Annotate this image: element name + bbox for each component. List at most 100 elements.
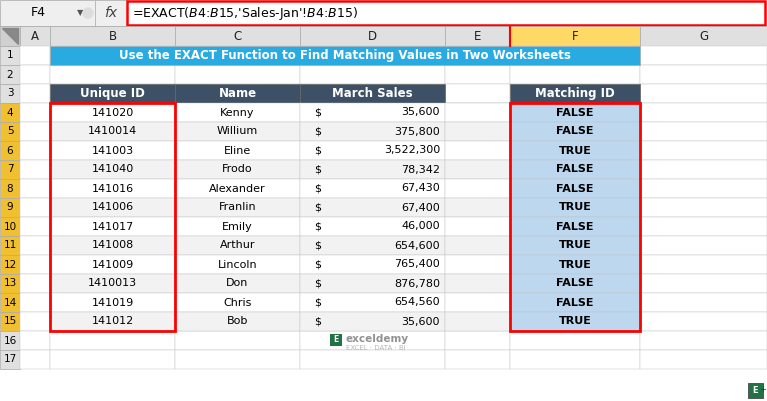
- Bar: [510, 141, 640, 160]
- Bar: [175, 236, 300, 255]
- Bar: [50, 350, 175, 369]
- Bar: [175, 46, 300, 65]
- Text: 35,600: 35,600: [401, 107, 440, 117]
- Text: 35,600: 35,600: [401, 316, 440, 326]
- Text: ▼: ▼: [77, 8, 84, 18]
- Bar: [640, 198, 767, 217]
- Text: FALSE: FALSE: [556, 184, 594, 194]
- Bar: [640, 103, 767, 122]
- Bar: [300, 122, 445, 141]
- Bar: [445, 65, 510, 84]
- Bar: [445, 198, 510, 217]
- Text: TRUE: TRUE: [558, 241, 591, 251]
- Bar: [0, 84, 20, 103]
- Bar: [510, 46, 640, 65]
- Bar: [300, 141, 445, 160]
- Bar: [445, 312, 510, 331]
- Bar: [640, 65, 767, 84]
- Text: $: $: [314, 316, 321, 326]
- Bar: [300, 236, 445, 255]
- Bar: [50, 84, 175, 103]
- Bar: [445, 160, 510, 179]
- Bar: [175, 160, 300, 179]
- Text: $: $: [314, 146, 321, 156]
- Bar: [0, 217, 20, 236]
- Text: exceldemy: exceldemy: [346, 334, 409, 344]
- Bar: [0, 293, 20, 312]
- Bar: [510, 141, 640, 160]
- Bar: [175, 255, 300, 274]
- Bar: [50, 84, 175, 103]
- Bar: [300, 103, 445, 122]
- Text: FALSE: FALSE: [556, 164, 594, 174]
- Text: +: +: [759, 385, 766, 395]
- Text: 141012: 141012: [91, 316, 133, 326]
- Bar: [50, 274, 175, 293]
- Text: 141003: 141003: [91, 146, 133, 156]
- Bar: [445, 141, 510, 160]
- Bar: [50, 46, 175, 65]
- Bar: [445, 255, 510, 274]
- Bar: [445, 160, 510, 179]
- Text: $: $: [314, 259, 321, 269]
- Bar: [300, 198, 445, 217]
- Bar: [445, 179, 510, 198]
- Bar: [0, 160, 20, 179]
- Bar: [300, 160, 445, 179]
- Bar: [445, 236, 510, 255]
- Bar: [50, 331, 175, 350]
- Text: 67,400: 67,400: [401, 203, 440, 213]
- Text: Emily: Emily: [222, 221, 253, 231]
- Text: 5: 5: [7, 126, 13, 136]
- Bar: [510, 293, 640, 312]
- Bar: [20, 198, 50, 217]
- Text: 141020: 141020: [91, 107, 133, 117]
- Bar: [300, 331, 445, 350]
- Bar: [445, 103, 510, 122]
- Text: 14: 14: [3, 298, 17, 308]
- Bar: [510, 103, 640, 331]
- Bar: [640, 350, 767, 369]
- Text: Don: Don: [226, 279, 249, 288]
- Bar: [510, 236, 640, 255]
- Text: Kenny: Kenny: [220, 107, 255, 117]
- Bar: [50, 103, 175, 122]
- Text: 375,800: 375,800: [394, 126, 440, 136]
- Text: 654,560: 654,560: [394, 298, 440, 308]
- Bar: [175, 198, 300, 217]
- Text: FALSE: FALSE: [556, 126, 594, 136]
- Polygon shape: [2, 28, 18, 44]
- Bar: [640, 331, 767, 350]
- Text: 654,600: 654,600: [394, 241, 440, 251]
- Bar: [445, 255, 510, 274]
- Bar: [510, 198, 640, 217]
- Bar: [50, 217, 175, 236]
- Bar: [510, 331, 640, 350]
- Bar: [175, 103, 300, 122]
- Bar: [175, 65, 300, 84]
- Bar: [300, 160, 445, 179]
- Bar: [175, 122, 300, 141]
- Text: 46,000: 46,000: [401, 221, 440, 231]
- Bar: [300, 46, 445, 65]
- Bar: [300, 179, 445, 198]
- Bar: [445, 293, 510, 312]
- Text: 6: 6: [7, 146, 13, 156]
- Text: $: $: [314, 164, 321, 174]
- Bar: [640, 312, 767, 331]
- Text: 1410013: 1410013: [88, 279, 137, 288]
- Bar: [50, 255, 175, 274]
- Bar: [445, 331, 510, 350]
- Bar: [300, 141, 445, 160]
- Text: FALSE: FALSE: [556, 279, 594, 288]
- Bar: [175, 84, 300, 103]
- Text: Alexander: Alexander: [209, 184, 266, 194]
- Text: TRUE: TRUE: [558, 203, 591, 213]
- Text: 8: 8: [7, 184, 13, 194]
- Bar: [175, 236, 300, 255]
- Bar: [0, 198, 20, 217]
- Bar: [175, 274, 300, 293]
- Bar: [50, 179, 175, 198]
- Bar: [0, 312, 20, 331]
- Text: 67,430: 67,430: [401, 184, 440, 194]
